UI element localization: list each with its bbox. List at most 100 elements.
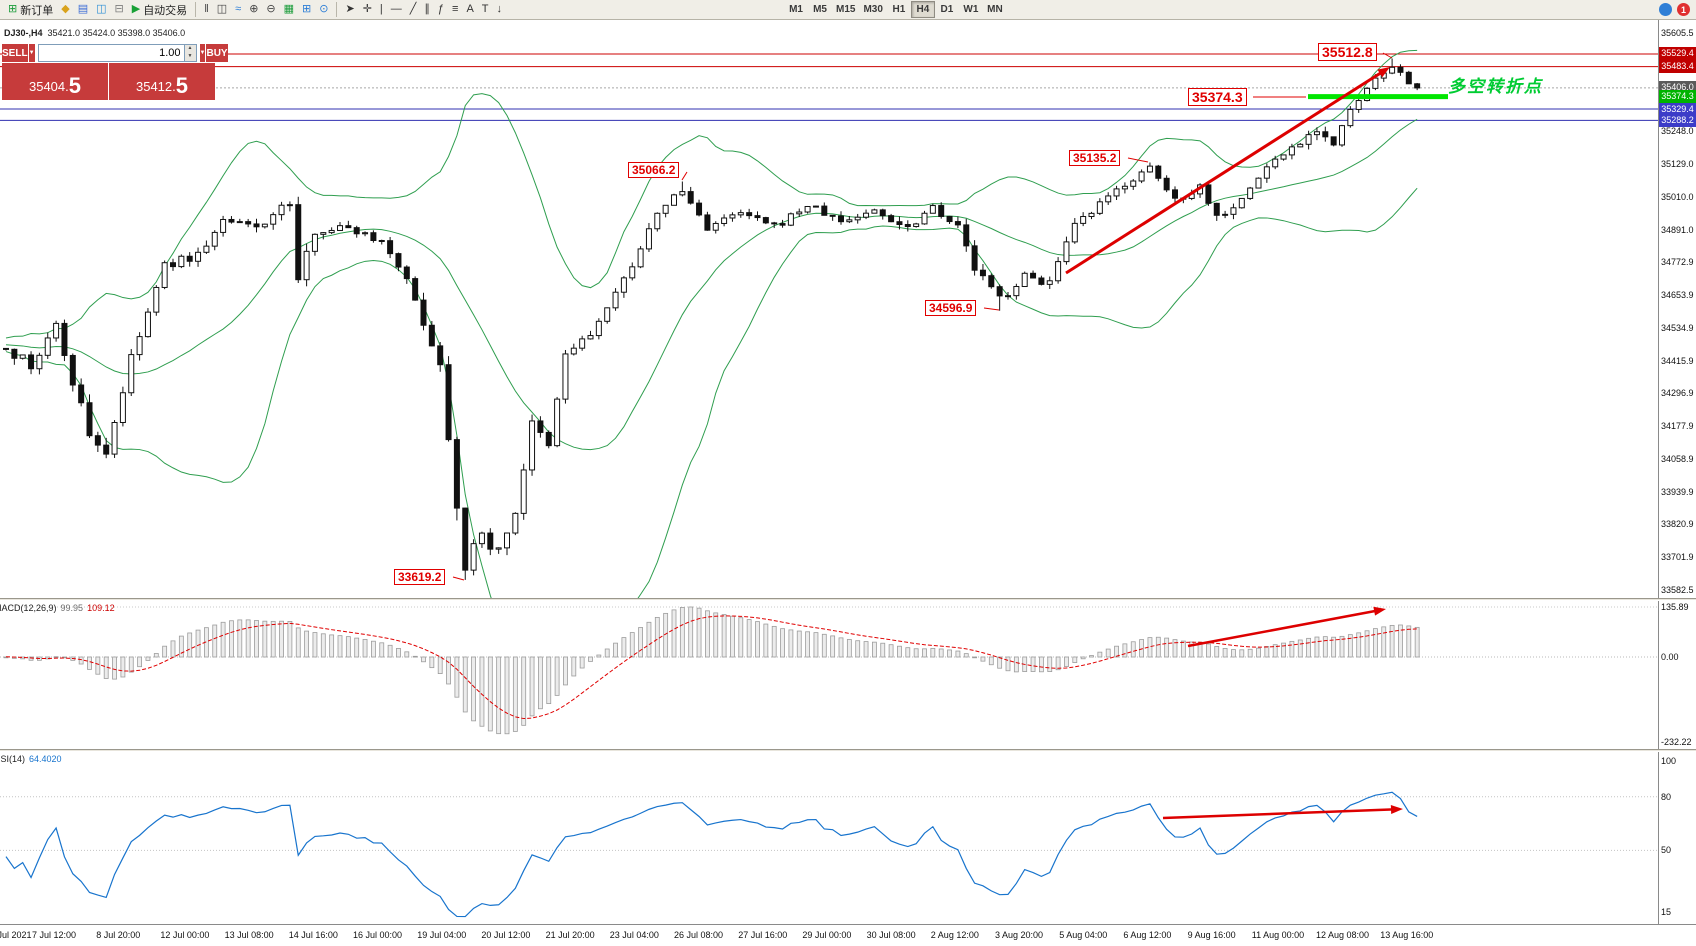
price-axis[interactable]: 35605.5 35248.0 35129.0 35010.0 34891.0 34772… [1658,20,1696,598]
sell-price-pips: 5 [68,73,81,98]
buy-dropdown-icon[interactable]: ▼ [199,44,206,62]
price-annotation-33619.2[interactable]: 33619.2 [394,569,446,585]
auto-trading-icon: ▶ [131,3,141,15]
timeframe-h1-button[interactable]: H1 [892,4,906,15]
toolbar-right: 1 [1659,3,1692,16]
text-button[interactable]: A [462,1,477,18]
price-marker-35288.2: 35288.2 [1659,113,1696,127]
price-tick: 35010.0 [1661,191,1694,202]
line-chart-icon: ≈ [235,3,242,15]
price-annotation-35512.8[interactable]: 35512.8 [1318,43,1377,61]
price-tick: 34296.9 [1661,388,1694,399]
candles-series [3,58,1421,580]
fibonacci-button[interactable]: ƒ [434,1,448,18]
buy-price-button[interactable]: 35412. 5 [109,63,215,100]
time-tick: 5 Aug 04:00 [1059,930,1108,940]
panel-splitter[interactable] [0,598,1696,601]
zoom-in-button[interactable]: ⊕ [245,1,262,18]
price-annotation-35374.3[interactable]: 35374.3 [1188,88,1247,106]
volume-input[interactable] [37,44,185,62]
data-window-icon: ▤ [77,3,89,15]
terminal-button[interactable]: ⊟ [111,1,128,18]
timeframe-m5-button[interactable]: M5 [813,4,827,15]
rsi-chart[interactable] [0,752,1658,924]
annotation-leader-line [983,307,1000,311]
tile-windows-icon: ▦ [283,3,295,15]
crosshair-button[interactable]: ✛ [359,1,376,18]
macd-axis-tick: -232.22 [1661,737,1692,747]
timeframe-mn-button[interactable]: MN [987,4,1003,15]
bar-chart-button[interactable]: ‖ [200,1,213,18]
price-tick: 34891.0 [1661,224,1694,235]
vertical-line-button[interactable]: | [376,1,387,18]
volume-stepper[interactable]: ▲ ▼ [184,44,197,62]
shapes-button[interactable]: ≡ [448,1,462,18]
main-toolbar: ⊞ 新订单 ◆ ▤ ◫ ⊟ ▶ 自动交易 ‖ ◫ ≈ ⊕ ⊖ ▦ ⊞ ⊙ ➤ ✛ | ― ╱ ∥ ƒ ≡ A T ↓ M1 M5 M15… [0,0,1696,20]
price-annotation-35066.2[interactable]: 35066.2 [628,162,680,178]
trend-arrow-head [1373,606,1386,616]
price-tick: 34177.9 [1661,421,1694,432]
time-tick: 20 Jul 12:00 [481,930,531,940]
clock-icon: ⊙ [319,3,329,15]
rsi-panel: RSI(14)64.4020 100 80 50 15 [0,752,1696,924]
label-button[interactable]: T [478,1,493,18]
candlestick-chart[interactable] [0,20,1658,598]
zoom-out-button[interactable]: ⊖ [262,1,279,18]
timeframe-h4-button[interactable]: H4 [910,1,935,18]
community-icon[interactable] [1659,3,1672,16]
buy-button[interactable]: BUY [206,44,228,62]
market-watch-icon: ◆ [61,3,70,15]
panel-splitter[interactable] [0,749,1696,752]
pivot-annotation-text[interactable]: 多空转折点 [1448,77,1543,96]
new-order-button-label: 新订单 [20,4,54,17]
price-annotation-34596.9[interactable]: 34596.9 [925,300,977,316]
macd-name: MACD(12,26,9) [0,603,57,613]
timeframe-m15-button[interactable]: M15 [836,4,856,15]
candle-chart-button[interactable]: ◫ [213,1,231,18]
timeframe-d1-button[interactable]: D1 [940,4,954,15]
sell-price-button[interactable]: 35404. 5 [2,63,108,100]
market-watch-button[interactable]: ◆ [57,1,73,18]
notification-badge[interactable]: 1 [1677,3,1690,16]
timeframe-m1-button[interactable]: M1 [789,4,803,15]
time-tick: 12 Aug 08:00 [1316,930,1370,940]
time-tick: 27 Jul 16:00 [738,930,788,940]
new-order-button[interactable]: ⊞ 新订单 [4,1,57,18]
navigator-button[interactable]: ◫ [92,1,110,18]
sell-button[interactable]: SELL [2,44,28,62]
trendline-button[interactable]: ╱ [406,1,421,18]
sell-dropdown-icon[interactable]: ▼ [28,44,35,62]
new-chart-button[interactable]: ⊞ [298,1,315,18]
time-tick: 19 Jul 04:00 [417,930,467,940]
horizontal-line-button[interactable]: ― [387,1,406,18]
time-tick: 9 Aug 16:00 [1187,930,1236,940]
data-window-button[interactable]: ▤ [74,1,92,18]
rsi-axis[interactable]: 100 80 50 15 [1658,752,1696,924]
trend-arrow-line[interactable] [1187,609,1378,648]
rsi-axis-tick: 100 [1661,756,1677,766]
trend-arrow-line[interactable] [1065,70,1384,275]
volume-down-icon[interactable]: ▼ [184,53,196,61]
tile-windows-button[interactable]: ▦ [280,1,298,18]
arrows-button[interactable]: ↓ [493,1,507,18]
price-marker-35529.4: 35529.4 [1659,47,1696,61]
channel-icon: ∥ [424,3,430,15]
timeframe-m30-button[interactable]: M30 [863,4,883,15]
auto-trading-button[interactable]: ▶ 自动交易 [128,1,191,18]
price-marker-35483.4: 35483.4 [1659,60,1696,74]
trend-arrow-line[interactable] [1162,808,1395,820]
price-annotation-35135.2[interactable]: 35135.2 [1069,150,1121,166]
channel-button[interactable]: ∥ [420,1,434,18]
buy-price-pips: 5 [175,73,188,98]
cursor-button[interactable]: ➤ [341,1,358,18]
time-tick: 26 Jul 08:00 [674,930,724,940]
cursor-icon: ➤ [345,3,355,15]
volume-up-icon[interactable]: ▲ [184,45,196,53]
macd-axis[interactable]: 135.89 0.00 -232.22 [1658,601,1696,749]
timeframe-w1-button[interactable]: W1 [963,4,979,15]
rsi-axis-tick: 15 [1661,907,1672,917]
line-chart-button[interactable]: ≈ [231,1,245,18]
clock-button[interactable]: ⊙ [315,1,332,18]
macd-chart[interactable] [0,601,1658,749]
